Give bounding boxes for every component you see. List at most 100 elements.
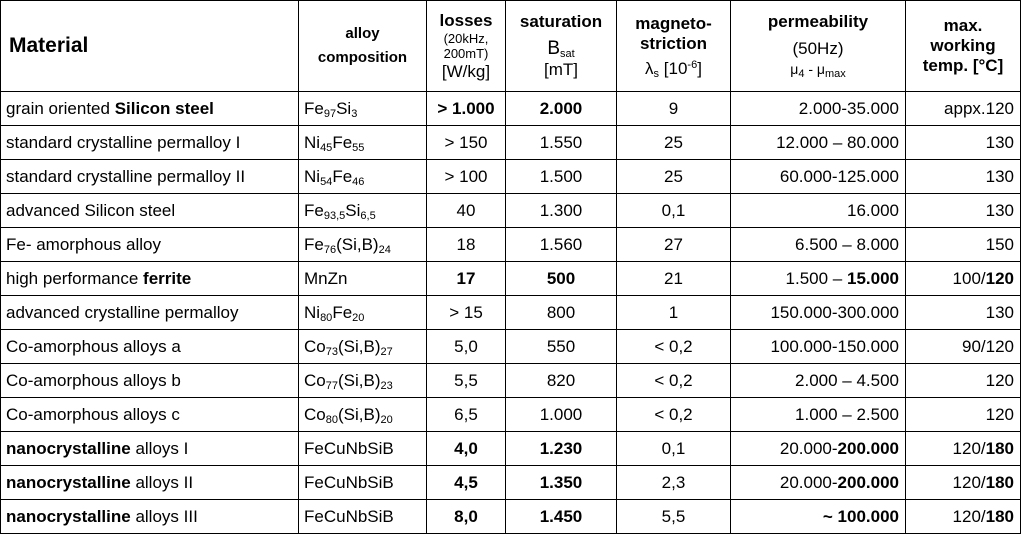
cell-material: Co-amorphous alloys a <box>0 329 299 364</box>
cell-saturation: 1.230 <box>505 431 617 466</box>
header-losses-unit: [W/kg] <box>441 61 491 81</box>
header-temp-line3: temp. [°C] <box>922 56 1004 75</box>
cell-max-temp: 120 <box>905 363 1021 398</box>
cell-losses: 18 <box>426 227 506 262</box>
header-perm-freq: (50Hz) <box>792 39 844 58</box>
header-max-temp: max. working temp. [°C] <box>905 0 1021 92</box>
table-row: advanced crystalline permalloy Ni80Fe20 > … <box>0 295 1021 330</box>
table-row: high performance ferrite MnZn 17 500 21 1.500… <box>0 261 1021 296</box>
cell-magnetostriction: 25 <box>616 125 731 160</box>
cell-losses: 17 <box>426 261 506 296</box>
cell-permeability: 2.000 – 4.500 <box>730 363 906 398</box>
cell-material: nanocrystalline alloys II <box>0 465 299 500</box>
cell-max-temp: 130 <box>905 193 1021 228</box>
table-row: Co-amorphous alloys c Co80(Si,B)20 6,5 1.00… <box>0 397 1021 432</box>
cell-max-temp: 120/180 <box>905 431 1021 466</box>
cell-losses: 8,0 <box>426 499 506 534</box>
cell-material: Co-amorphous alloys b <box>0 363 299 398</box>
cell-losses: > 1.000 <box>426 91 506 126</box>
cell-saturation: 1.350 <box>505 465 617 500</box>
cell-saturation: 550 <box>505 329 617 364</box>
cell-composition: Co80(Si,B)20 <box>298 397 427 432</box>
cell-saturation: 800 <box>505 295 617 330</box>
cell-material: standard crystalline permalloy II <box>0 159 299 194</box>
cell-magnetostriction: < 0,2 <box>616 397 731 432</box>
cell-magnetostriction: < 0,2 <box>616 363 731 398</box>
cell-permeability: 6.500 – 8.000 <box>730 227 906 262</box>
cell-permeability: 150.000-300.000 <box>730 295 906 330</box>
header-permeability: permeability (50Hz) μ4 - μmax <box>730 0 906 92</box>
cell-material: advanced Silicon steel <box>0 193 299 228</box>
cell-permeability: 20.000-200.000 <box>730 431 906 466</box>
header-losses-cond2: 200mT) <box>443 45 489 61</box>
header-composition-line1: alloy <box>345 25 380 42</box>
header-losses-title: losses <box>439 10 493 30</box>
header-magnetostriction: magneto- striction λs [10-6] <box>616 0 731 92</box>
header-temp-line1: max. <box>943 16 983 35</box>
cell-max-temp: 130 <box>905 125 1021 160</box>
cell-material: advanced crystalline permalloy <box>0 295 299 330</box>
header-losses-cond1: (20kHz, <box>443 30 489 46</box>
cell-losses: 6,5 <box>426 397 506 432</box>
header-composition-line2: composition <box>317 49 408 66</box>
cell-saturation: 2.000 <box>505 91 617 126</box>
cell-material: nanocrystalline alloys I <box>0 431 299 466</box>
cell-magnetostriction: 25 <box>616 159 731 194</box>
table-row: nanocrystalline alloys III FeCuNbSiB 8,0 1.… <box>0 499 1021 534</box>
cell-permeability: 1.500 – 15.000 <box>730 261 906 296</box>
header-saturation-symbol: Bsat <box>547 38 575 60</box>
cell-losses: 5,5 <box>426 363 506 398</box>
cell-composition: Ni80Fe20 <box>298 295 427 330</box>
cell-composition: Fe97Si3 <box>298 91 427 126</box>
header-saturation-title: saturation <box>519 12 603 31</box>
table-row: grain oriented Silicon steel Fe97Si3 > 1.0… <box>0 91 1021 126</box>
cell-saturation: 1.500 <box>505 159 617 194</box>
cell-saturation: 1.550 <box>505 125 617 160</box>
cell-material: nanocrystalline alloys III <box>0 499 299 534</box>
header-saturation-unit: [mT] <box>544 60 578 79</box>
cell-max-temp: appx.120 <box>905 91 1021 126</box>
header-magneto-line2: striction <box>639 33 708 53</box>
cell-magnetostriction: 2,3 <box>616 465 731 500</box>
table-row: nanocrystalline alloys I FeCuNbSiB 4,0 1.23… <box>0 431 1021 466</box>
cell-losses: 5,0 <box>426 329 506 364</box>
cell-magnetostriction: < 0,2 <box>616 329 731 364</box>
cell-saturation: 500 <box>505 261 617 296</box>
cell-magnetostriction: 5,5 <box>616 499 731 534</box>
cell-permeability: ~ 100.000 <box>730 499 906 534</box>
cell-permeability: 60.000-125.000 <box>730 159 906 194</box>
cell-composition: FeCuNbSiB <box>298 465 427 500</box>
cell-max-temp: 100/120 <box>905 261 1021 296</box>
cell-composition: Fe93,5Si6,5 <box>298 193 427 228</box>
cell-composition: Co77(Si,B)23 <box>298 363 427 398</box>
cell-composition: Fe76(Si,B)24 <box>298 227 427 262</box>
table-row: standard crystalline permalloy I Ni45Fe55… <box>0 125 1021 160</box>
cell-losses: > 150 <box>426 125 506 160</box>
cell-composition: Ni54Fe46 <box>298 159 427 194</box>
header-magneto-line1: magneto- <box>635 13 712 33</box>
cell-max-temp: 120/180 <box>905 499 1021 534</box>
cell-magnetostriction: 27 <box>616 227 731 262</box>
cell-permeability: 1.000 – 2.500 <box>730 397 906 432</box>
cell-losses: 4,5 <box>426 465 506 500</box>
table-row: Co-amorphous alloys a Co73(Si,B)27 5,0 550 <… <box>0 329 1021 364</box>
cell-saturation: 1.000 <box>505 397 617 432</box>
cell-permeability: 2.000-35.000 <box>730 91 906 126</box>
header-perm-title: permeability <box>767 12 869 31</box>
cell-magnetostriction: 9 <box>616 91 731 126</box>
cell-material: standard crystalline permalloy I <box>0 125 299 160</box>
cell-saturation: 1.560 <box>505 227 617 262</box>
cell-composition: MnZn <box>298 261 427 296</box>
table-row: Fe- amorphous alloy Fe76(Si,B)24 18 1.560 27… <box>0 227 1021 262</box>
cell-composition: FeCuNbSiB <box>298 431 427 466</box>
cell-magnetostriction: 21 <box>616 261 731 296</box>
header-row: Material alloy composition losses (20kHz… <box>0 0 1021 92</box>
cell-losses: > 100 <box>426 159 506 194</box>
header-temp-line2: working <box>930 36 996 55</box>
table-row: Co-amorphous alloys b Co77(Si,B)23 5,5 820 <… <box>0 363 1021 398</box>
cell-losses: 4,0 <box>426 431 506 466</box>
cell-saturation: 1.300 <box>505 193 617 228</box>
cell-magnetostriction: 0,1 <box>616 431 731 466</box>
cell-max-temp: 150 <box>905 227 1021 262</box>
